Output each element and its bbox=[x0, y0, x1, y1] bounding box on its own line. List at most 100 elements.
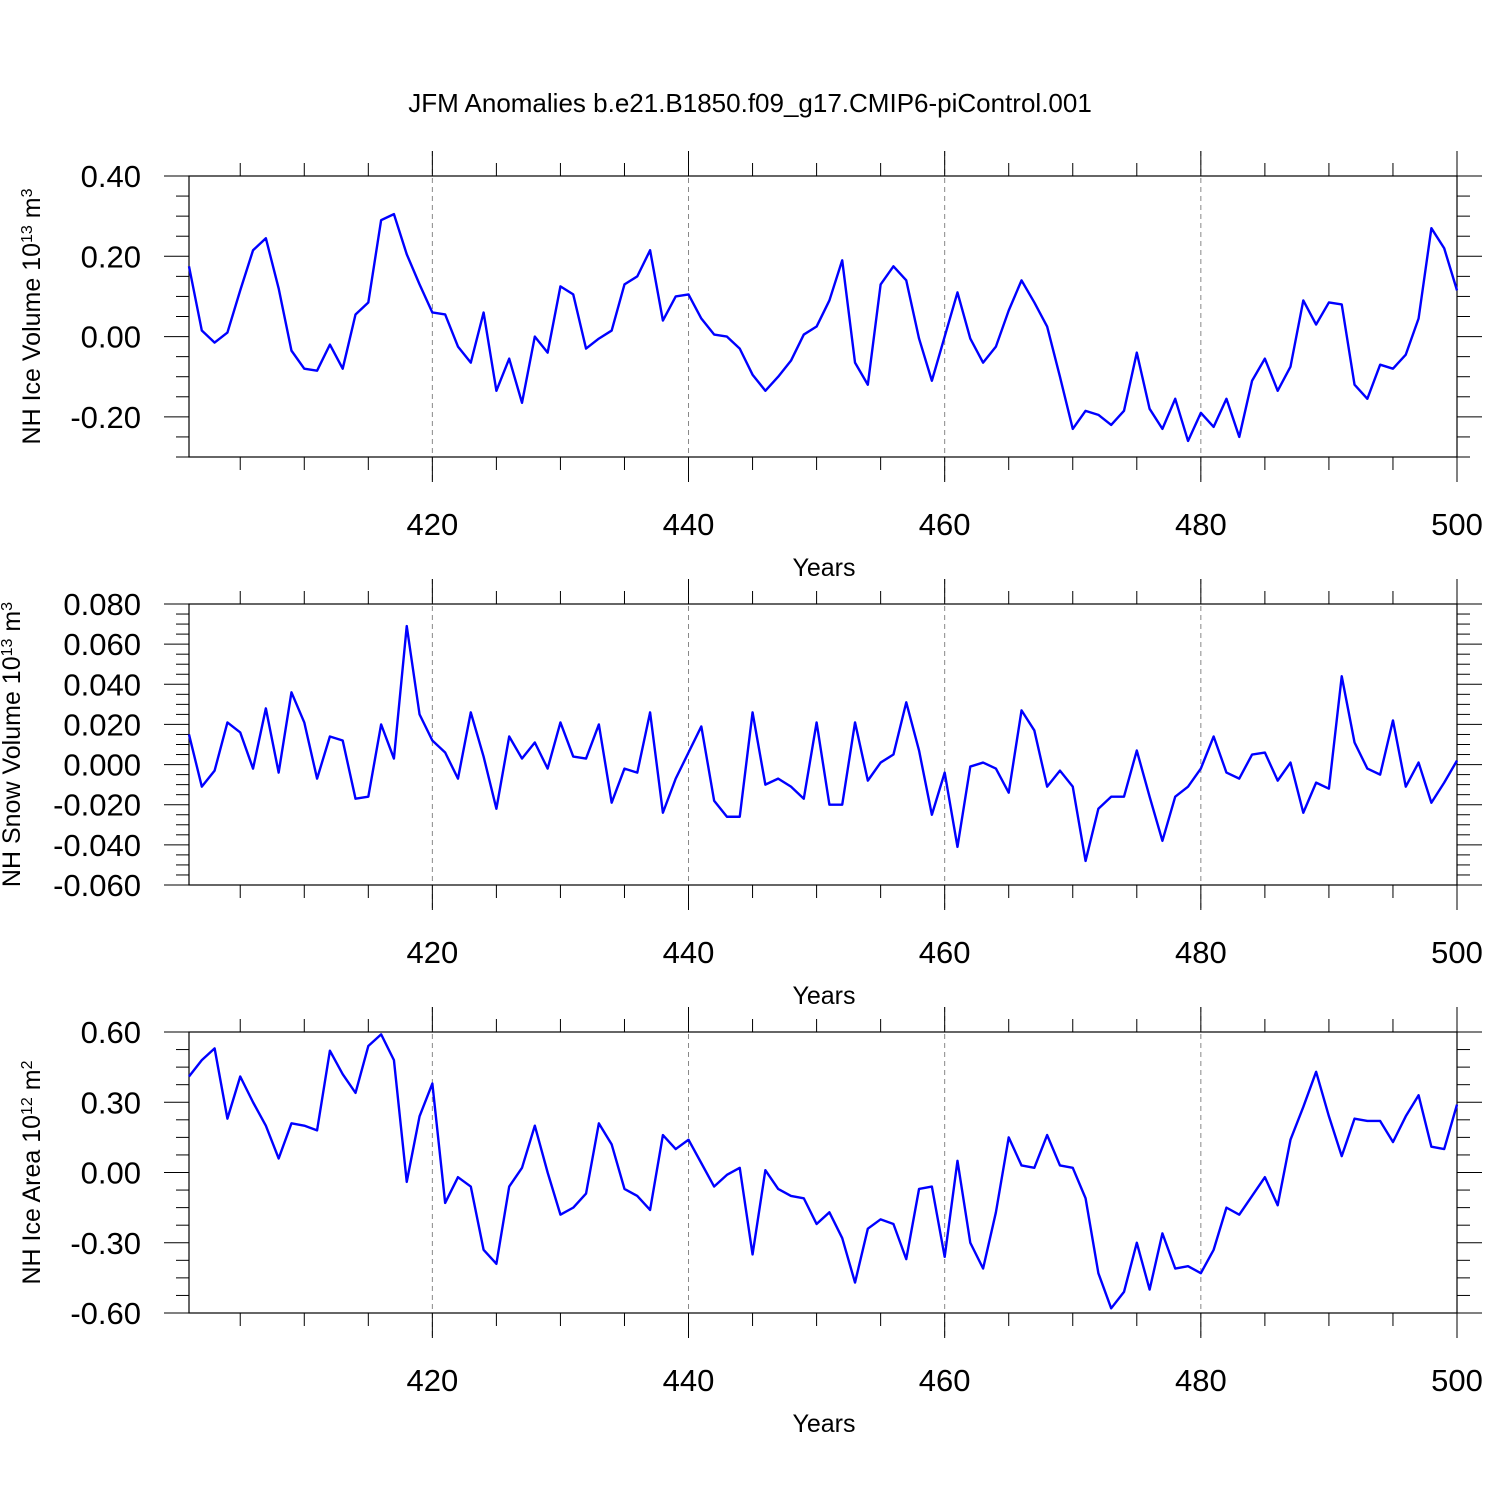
data-point-499 bbox=[1443, 781, 1445, 783]
data-point-483 bbox=[1238, 777, 1240, 779]
data-point-479 bbox=[1187, 440, 1189, 442]
data-point-411 bbox=[316, 777, 318, 779]
data-point-493 bbox=[1366, 398, 1368, 400]
data-point-436 bbox=[636, 275, 638, 277]
data-point-497 bbox=[1417, 761, 1419, 763]
data-point-432 bbox=[585, 1192, 587, 1194]
x-tick-label-460: 460 bbox=[919, 935, 971, 970]
data-point-449 bbox=[803, 797, 805, 799]
data-point-451 bbox=[828, 804, 830, 806]
data-point-493 bbox=[1366, 1120, 1368, 1122]
data-point-433 bbox=[598, 337, 600, 339]
y-tick-label--0.60: -0.60 bbox=[70, 1296, 141, 1331]
data-point-434 bbox=[610, 1143, 612, 1145]
y-tick-label-0.40: 0.40 bbox=[81, 159, 141, 194]
x-ticks bbox=[239, 579, 1458, 910]
data-point-482 bbox=[1225, 1206, 1227, 1208]
y-tick-label--0.30: -0.30 bbox=[70, 1226, 141, 1261]
data-point-417 bbox=[393, 1059, 395, 1061]
data-point-446 bbox=[764, 390, 766, 392]
y-axis-label: NH Snow Volume 1013 m3 bbox=[0, 602, 26, 887]
data-point-454 bbox=[867, 384, 869, 386]
data-point-440 bbox=[687, 751, 689, 753]
y-tick-label--0.020: -0.020 bbox=[53, 788, 141, 823]
data-point-454 bbox=[867, 1228, 869, 1230]
data-point-482 bbox=[1225, 771, 1227, 773]
data-point-499 bbox=[1443, 247, 1445, 249]
data-point-457 bbox=[905, 1258, 907, 1260]
data-point-457 bbox=[905, 701, 907, 703]
data-point-423 bbox=[470, 361, 472, 363]
data-point-421 bbox=[444, 751, 446, 753]
data-point-405 bbox=[239, 731, 241, 733]
data-point-402 bbox=[201, 785, 203, 787]
data-point-493 bbox=[1366, 767, 1368, 769]
data-point-422 bbox=[457, 345, 459, 347]
data-point-421 bbox=[444, 1202, 446, 1204]
data-point-491 bbox=[1341, 675, 1343, 677]
data-point-408 bbox=[277, 1157, 279, 1159]
data-point-411 bbox=[316, 369, 318, 371]
data-point-453 bbox=[854, 721, 856, 723]
data-point-416 bbox=[380, 1033, 382, 1035]
y-tick-label--0.20: -0.20 bbox=[70, 400, 141, 435]
data-point-472 bbox=[1097, 414, 1099, 416]
data-point-467 bbox=[1033, 1167, 1035, 1169]
data-point-435 bbox=[623, 767, 625, 769]
data-point-427 bbox=[521, 1167, 523, 1169]
data-point-485 bbox=[1264, 1176, 1266, 1178]
y-tick-label-0.30: 0.30 bbox=[81, 1085, 141, 1120]
data-point-403 bbox=[213, 769, 215, 771]
y-tick-label-0.20: 0.20 bbox=[81, 239, 141, 274]
data-point-426 bbox=[508, 1185, 510, 1187]
data-point-485 bbox=[1264, 751, 1266, 753]
data-point-402 bbox=[201, 1059, 203, 1061]
data-point-401 bbox=[188, 733, 190, 735]
x-tick-label-440: 440 bbox=[663, 1363, 715, 1398]
data-point-472 bbox=[1097, 808, 1099, 810]
data-point-432 bbox=[585, 347, 587, 349]
data-point-456 bbox=[892, 1223, 894, 1225]
panel-1: -0.20 0.00 0.20 0.40 420 440 460 480 500 Years NH … bbox=[18, 151, 1483, 582]
data-point-428 bbox=[534, 335, 536, 337]
x-axis-label: Years bbox=[792, 554, 855, 582]
data-point-408 bbox=[277, 771, 279, 773]
data-point-409 bbox=[290, 691, 292, 693]
data-point-430 bbox=[559, 285, 561, 287]
data-point-475 bbox=[1136, 1242, 1138, 1244]
data-point-490 bbox=[1328, 301, 1330, 303]
data-point-410 bbox=[303, 1124, 305, 1126]
data-point-444 bbox=[739, 347, 741, 349]
data-point-477 bbox=[1161, 840, 1163, 842]
data-point-486 bbox=[1276, 1204, 1278, 1206]
data-point-443 bbox=[726, 816, 728, 818]
data-point-409 bbox=[290, 349, 292, 351]
data-point-456 bbox=[892, 265, 894, 267]
data-point-492 bbox=[1353, 384, 1355, 386]
data-point-453 bbox=[854, 361, 856, 363]
data-point-474 bbox=[1123, 795, 1125, 797]
data-point-459 bbox=[931, 1185, 933, 1187]
panels: -0.20 0.00 0.20 0.40 420 440 460 480 500 Years NH … bbox=[0, 151, 1483, 1438]
data-point-403 bbox=[213, 341, 215, 343]
data-point-489 bbox=[1315, 781, 1317, 783]
data-point-414 bbox=[354, 313, 356, 315]
data-point-492 bbox=[1353, 741, 1355, 743]
data-point-462 bbox=[969, 765, 971, 767]
data-point-409 bbox=[290, 1122, 292, 1124]
y-tick-label-0.00: 0.00 bbox=[81, 1156, 141, 1191]
data-point-413 bbox=[341, 739, 343, 741]
data-point-494 bbox=[1379, 773, 1381, 775]
x-tick-label-500: 500 bbox=[1431, 507, 1483, 542]
data-point-456 bbox=[892, 753, 894, 755]
data-point-440 bbox=[687, 293, 689, 295]
data-point-422 bbox=[457, 777, 459, 779]
data-point-422 bbox=[457, 1176, 459, 1178]
data-point-425 bbox=[495, 390, 497, 392]
data-point-467 bbox=[1033, 301, 1035, 303]
data-point-476 bbox=[1148, 408, 1150, 410]
data-point-448 bbox=[790, 785, 792, 787]
data-point-469 bbox=[1059, 1164, 1061, 1166]
data-point-451 bbox=[828, 1211, 830, 1213]
data-point-424 bbox=[482, 755, 484, 757]
